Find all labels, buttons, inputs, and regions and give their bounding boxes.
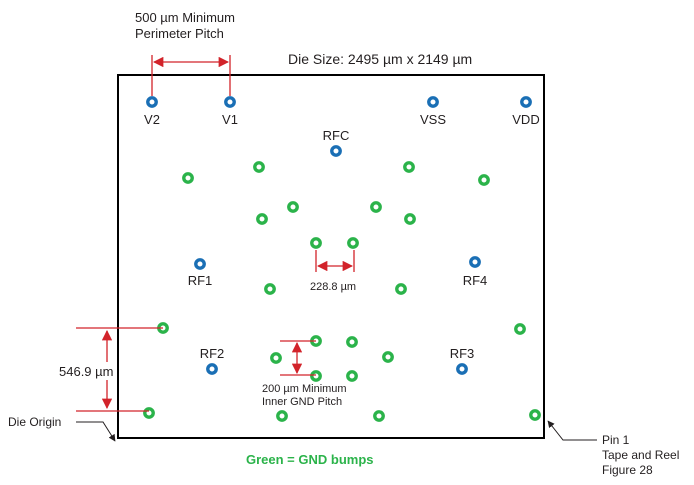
gnd-bump bbox=[310, 370, 322, 382]
die-size-label: Die Size: 2495 µm x 2149 µm bbox=[288, 51, 472, 67]
gnd-bump bbox=[182, 172, 194, 184]
perimeter-pitch-line2: Perimeter Pitch bbox=[135, 26, 224, 41]
gnd-bump bbox=[310, 237, 322, 249]
gnd-bump bbox=[276, 410, 288, 422]
perimeter-pitch-dimension: 500 µm Minimum Perimeter Pitch bbox=[135, 10, 235, 96]
inner-gnd-pitch-line2: Inner GND Pitch bbox=[262, 396, 342, 408]
pad-rf3-label: RF3 bbox=[450, 346, 475, 361]
pad-vss-label: VSS bbox=[420, 112, 446, 127]
pad-rf2-bump bbox=[206, 363, 218, 375]
pad-vdd-label: VDD bbox=[512, 112, 539, 127]
gnd-bump bbox=[404, 213, 416, 225]
gnd-bump bbox=[264, 283, 276, 295]
gnd-bump bbox=[395, 283, 407, 295]
pad-vss-bump bbox=[427, 96, 439, 108]
die-origin-label: Die Origin bbox=[8, 415, 61, 429]
gnd-bump bbox=[346, 336, 358, 348]
pad-vdd-bump bbox=[520, 96, 532, 108]
pad-v1-label: V1 bbox=[222, 112, 238, 127]
pad-rf4-label: RF4 bbox=[463, 273, 488, 288]
pad-rfc-label: RFC bbox=[323, 128, 350, 143]
legend-label: Green = GND bumps bbox=[246, 452, 374, 467]
vertical-pitch-dimension: 546.9 µm bbox=[56, 327, 163, 412]
gnd-bump bbox=[253, 161, 265, 173]
vertical-pitch-label: 546.9 µm bbox=[59, 364, 113, 379]
pad-rf2-label: RF2 bbox=[200, 346, 225, 361]
pin1-line2: Tape and Reel bbox=[602, 448, 679, 462]
pin1-callout: Pin 1 Tape and Reel Figure 28 bbox=[547, 420, 679, 477]
gnd-bump bbox=[256, 213, 268, 225]
inner-pitch-dimension: 228.8 µm bbox=[310, 250, 356, 293]
gnd-bump bbox=[403, 161, 415, 173]
gnd-bump bbox=[529, 409, 541, 421]
die-origin-callout: Die Origin bbox=[8, 415, 116, 442]
gnd-bump bbox=[347, 237, 359, 249]
gnd-bump bbox=[346, 370, 358, 382]
signal-pads: V2 V1 VSS VDD RFC RF1 RF4 RF2 RF3 bbox=[144, 96, 540, 375]
pad-v2-label: V2 bbox=[144, 112, 160, 127]
gnd-bump bbox=[370, 201, 382, 213]
die-outline bbox=[117, 74, 545, 439]
inner-gnd-pitch-line1: 200 µm Minimum bbox=[262, 383, 347, 395]
pin1-line3: Figure 28 bbox=[602, 463, 653, 477]
gnd-bump bbox=[382, 351, 394, 363]
pad-v1-bump bbox=[224, 96, 236, 108]
gnd-bump bbox=[514, 323, 526, 335]
pin1-line1: Pin 1 bbox=[602, 433, 630, 447]
gnd-bump bbox=[143, 407, 155, 419]
pad-rf1-label: RF1 bbox=[188, 273, 213, 288]
pad-v2-bump bbox=[146, 96, 158, 108]
gnd-bump bbox=[270, 352, 282, 364]
pad-rfc-bump bbox=[330, 145, 342, 157]
pad-rf1-bump bbox=[194, 258, 206, 270]
gnd-bump bbox=[287, 201, 299, 213]
gnd-bump bbox=[478, 174, 490, 186]
gnd-bump bbox=[373, 410, 385, 422]
perimeter-pitch-line1: 500 µm Minimum bbox=[135, 10, 235, 25]
gnd-bumps bbox=[143, 161, 541, 422]
inner-gnd-pitch-dimension: 200 µm Minimum Inner GND Pitch bbox=[262, 340, 347, 408]
pad-rf4-bump bbox=[469, 256, 481, 268]
inner-pitch-label: 228.8 µm bbox=[310, 281, 356, 293]
pad-rf3-bump bbox=[456, 363, 468, 375]
